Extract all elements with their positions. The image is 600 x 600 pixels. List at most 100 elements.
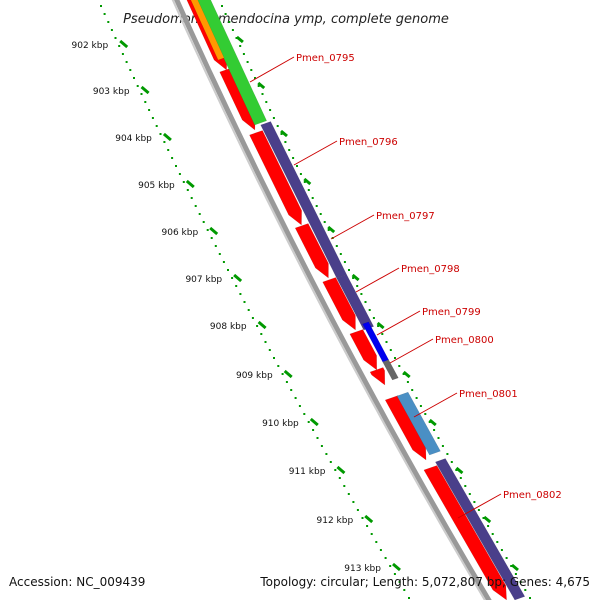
ruler-dot: [403, 589, 406, 591]
outer-tick: [402, 370, 411, 379]
ruler-dot-outer: [415, 397, 418, 399]
ruler-dot: [239, 293, 242, 295]
ruler-dot-outer: [377, 325, 380, 327]
gene-tracks: [186, 0, 526, 600]
ruler-dot-outer: [477, 509, 480, 511]
ruler-dot: [307, 421, 310, 423]
ruler-dot: [329, 461, 332, 463]
ruler-dot-outer: [419, 405, 422, 407]
kbp-tick: [336, 465, 346, 475]
kbp-tick: [119, 39, 129, 49]
ruler-dot-outer: [424, 413, 427, 415]
kbp-ruler: 902 kbp 903 kbp 904 kbp 905 kbp 906 kbp 907 k…: [72, 5, 531, 599]
kbp-label: 911 kbp: [289, 467, 326, 477]
ruler-dot-outer: [394, 357, 396, 359]
ruler-dot-outer: [385, 341, 388, 343]
map-title: Pseudomonas mendocina ymp, complete geno…: [123, 12, 449, 27]
ruler-dot-outer: [228, 21, 231, 23]
ruler-dot-outer: [491, 533, 494, 535]
ruler-dot-outer: [315, 205, 318, 207]
ruler-dot: [129, 69, 132, 71]
ruler-dot: [298, 405, 301, 407]
outer-tick: [455, 466, 464, 475]
ruler-dot: [210, 237, 213, 239]
ruler-dot-outer: [487, 525, 490, 527]
gene-blue-block: [362, 321, 390, 363]
ruler-dot-outer: [468, 493, 471, 495]
ruler-dot: [389, 565, 392, 567]
outer-tick: [376, 321, 385, 330]
ruler-dot-outer: [257, 85, 260, 87]
ruler-dot: [273, 357, 275, 359]
ruler-dot-outer: [455, 469, 458, 471]
outer-tick: [235, 35, 244, 44]
gene-steelblue-block: [396, 391, 441, 456]
ruler-dot: [222, 261, 225, 263]
ruler-dot: [398, 581, 401, 583]
ruler-dot-outer: [360, 293, 363, 295]
ruler-dot: [294, 397, 297, 399]
ruler-dot-outer: [496, 541, 499, 543]
ruler-dot: [159, 133, 162, 135]
ruler-dot: [260, 333, 263, 335]
kbp-tick: [257, 320, 267, 330]
ruler-dot-outer: [335, 245, 338, 247]
ruler-dot: [114, 37, 117, 39]
ruler-dot: [277, 365, 280, 367]
ruler-dot-outer: [280, 133, 283, 135]
ruler-dot-outer: [339, 253, 342, 255]
ruler-dot-outer: [372, 317, 375, 319]
ruler-dot-outer: [519, 581, 522, 583]
ruler-dot-outer: [514, 573, 517, 575]
ruler-dot: [107, 21, 110, 23]
kbp-tick: [209, 226, 219, 236]
leader-line: [389, 338, 434, 364]
ruler-dot: [285, 381, 288, 383]
ruler-dot-outer: [433, 429, 436, 431]
outer-tick: [280, 129, 288, 138]
kbp-tick: [364, 514, 374, 524]
ruler-dot-outer: [303, 181, 306, 183]
backbone: [171, 0, 492, 600]
ruler-dot: [118, 45, 121, 47]
outer-tick: [511, 563, 519, 572]
ruler-dot-outer: [265, 101, 268, 103]
ruler-dot: [256, 325, 259, 327]
ruler-dot-outer: [446, 453, 449, 455]
gene-labels: Pmen_0795 Pmen_0796 Pmen_0797 Pmen_0798 Pmen…: [249, 53, 562, 519]
ruler-dot-outer: [411, 389, 414, 391]
gene-label: Pmen_0801: [459, 389, 518, 400]
ruler-dot-outer: [389, 349, 392, 351]
outer-tick: [303, 177, 312, 186]
ruler-dot-outer: [428, 421, 431, 423]
leader-line: [355, 267, 400, 293]
gene-label: Pmen_0800: [435, 335, 494, 346]
leader-line: [293, 140, 338, 166]
cds-forward-arrow: [349, 329, 378, 371]
ruler-dot: [133, 77, 135, 79]
ruler-dot-outer: [441, 445, 444, 447]
ruler-dot: [151, 117, 154, 119]
ruler-dot: [361, 517, 364, 519]
kbp-label: 910 kbp: [262, 419, 299, 429]
ruler-dot: [175, 165, 177, 167]
leader-line: [376, 310, 421, 336]
ruler-dot: [202, 221, 205, 223]
gene-label: Pmen_0795: [296, 53, 355, 64]
ruler-dot-outer: [246, 61, 249, 63]
ruler-dot: [408, 597, 410, 599]
ruler-dot-outer: [284, 141, 287, 143]
ruler-dot: [186, 189, 189, 191]
gene-label: Pmen_0796: [339, 137, 398, 148]
ruler-dot-outer: [368, 309, 371, 311]
ruler-dot: [148, 109, 151, 111]
ruler-dot: [231, 277, 234, 279]
ruler-dot: [264, 341, 267, 343]
ruler-dot: [247, 309, 250, 311]
cds-reverse-block: [260, 121, 347, 279]
ruler-dot-outer: [529, 597, 531, 599]
kbp-label: 902 kbp: [72, 41, 109, 51]
backbone-highlight: [171, 0, 486, 600]
cds-forward-arrow: [369, 367, 386, 386]
